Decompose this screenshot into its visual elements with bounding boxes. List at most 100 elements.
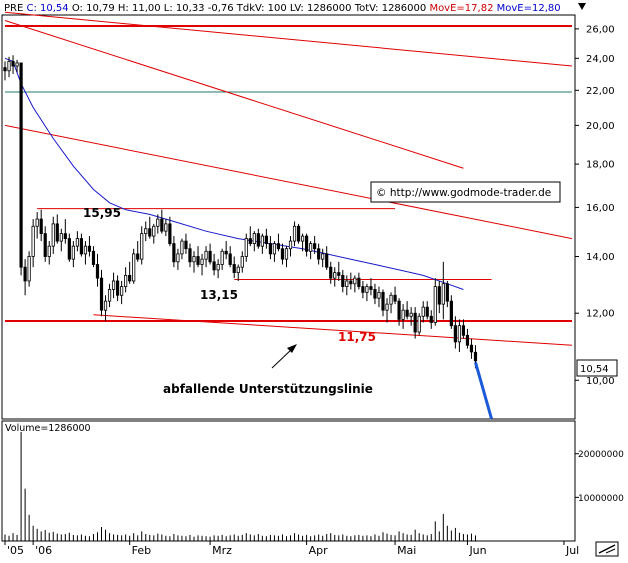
candle-body: [413, 312, 417, 333]
header-tdkv: TdkV: 100: [236, 3, 287, 14]
candle: [341, 269, 345, 293]
volume-panel-frame: [1, 420, 576, 542]
candle: [148, 216, 152, 239]
support-line-caption: abfallende Unterstützungslinie: [163, 382, 373, 396]
candle: [3, 61, 7, 81]
candle-body: [260, 235, 264, 247]
time-tick-label: Feb: [132, 544, 151, 557]
candle-body: [103, 300, 108, 311]
time-tick-label: '06: [35, 544, 52, 557]
candle: [304, 233, 309, 257]
candle: [465, 328, 470, 349]
candle: [87, 236, 92, 257]
candle-body: [11, 60, 15, 67]
candle-body: [288, 240, 293, 250]
candle-body: [309, 243, 313, 252]
candle: [252, 231, 256, 252]
candle: [120, 280, 124, 305]
moving-average-line: [4, 57, 464, 290]
candle-body: [240, 256, 244, 268]
header-dropdown-icon[interactable]: [578, 3, 586, 10]
candle: [144, 221, 148, 242]
header-symbol: PRE: [4, 3, 23, 14]
support-pointer-line: [271, 347, 294, 369]
header-close: C: 10,54: [26, 3, 68, 14]
candle-body: [264, 235, 268, 245]
price-tick-label: 14,00: [586, 252, 615, 263]
candle: [99, 269, 104, 317]
candle: [401, 304, 405, 329]
candle-body: [192, 256, 196, 263]
volume-axis: 10000000 20000000: [575, 450, 624, 504]
candle: [188, 243, 192, 268]
candle-body: [461, 325, 466, 336]
candle-body: [349, 280, 353, 285]
candle: [107, 283, 112, 308]
time-tick-label: Mrz: [212, 544, 232, 557]
candle-body: [128, 274, 132, 282]
candle: [184, 233, 188, 254]
candle: [83, 241, 88, 265]
candle-body: [325, 253, 329, 268]
volume-bars: [4, 431, 476, 541]
candle-body: [381, 291, 385, 311]
candle: [27, 251, 31, 287]
candle: [425, 301, 429, 320]
candle: [168, 216, 172, 247]
candle-body: [345, 280, 349, 288]
trendline-middle-channel: [4, 124, 573, 240]
candle: [115, 275, 120, 302]
candle-body: [425, 306, 429, 317]
candle-body: [107, 289, 112, 302]
candle-body: [204, 250, 208, 260]
candle: [413, 307, 417, 339]
candle: [156, 214, 160, 234]
candle-body: [433, 286, 437, 323]
candle-body: [304, 235, 309, 252]
candle-body: [63, 233, 67, 239]
candle: [441, 261, 445, 320]
time-tick-label: Mai: [397, 544, 416, 557]
candle: [43, 226, 47, 262]
candle-body: [35, 218, 39, 227]
header-mov-e2: MovE=12,80: [497, 3, 561, 14]
candle-body: [385, 303, 389, 311]
candle-body: [111, 280, 116, 290]
candle: [216, 259, 220, 279]
candle-body: [75, 238, 79, 247]
time-tick-label: Apr: [309, 544, 329, 557]
candle-body: [27, 256, 31, 282]
forecast-arrow: [474, 361, 494, 420]
price-tick-label: 16,00: [586, 203, 615, 214]
candle-body: [437, 286, 441, 305]
candle: [317, 243, 321, 265]
candle-body: [168, 223, 172, 245]
candle: [75, 231, 79, 252]
header-low: L: 10,33: [164, 3, 205, 14]
candle: [272, 241, 277, 262]
candle: [461, 319, 466, 339]
candle-body: [252, 233, 256, 245]
candle-body: [449, 300, 453, 327]
corner-zoom-icon[interactable]: [595, 541, 619, 557]
candle-body: [445, 283, 449, 302]
candle-body: [3, 67, 7, 72]
header-mov-e1: MovE=17,82: [429, 3, 493, 14]
candle: [63, 219, 67, 244]
candle-body: [140, 233, 144, 260]
candle-body: [91, 250, 96, 265]
candle-body: [341, 274, 345, 288]
candle-body: [19, 62, 23, 268]
candle-body: [453, 325, 457, 343]
candle-body: [200, 258, 204, 265]
header-high: H: 11,00: [118, 3, 161, 14]
candle-body: [87, 245, 92, 252]
candle-body: [321, 253, 325, 260]
candle-body: [7, 60, 11, 72]
candle-body: [83, 245, 88, 255]
candle: [445, 280, 449, 308]
ohlc-header: PRE C: 10,54 O: 10,79 H: 11,00 L: 10,33 …: [4, 3, 561, 14]
candle-body: [55, 223, 59, 242]
candle-body: [300, 235, 305, 242]
